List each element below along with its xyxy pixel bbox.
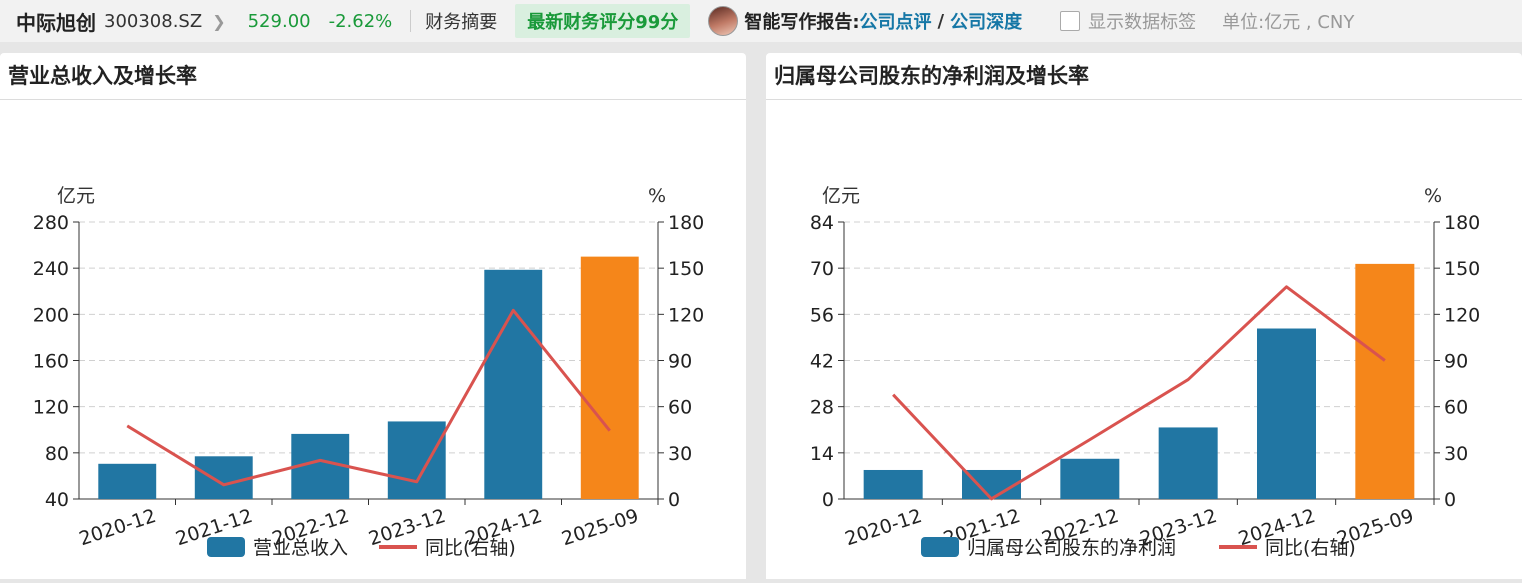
- right-axis-tick-label: 180: [668, 212, 704, 234]
- legend-bar-label: 营业总收入: [253, 537, 348, 559]
- left-axis-tick-label: 240: [33, 258, 69, 280]
- left-axis-tick-label: 80: [45, 443, 69, 465]
- right-axis-tick-label: 180: [1444, 212, 1480, 234]
- legend-line-label: 同比(右轴): [1265, 537, 1356, 559]
- bar: [484, 270, 542, 499]
- left-axis-tick-label: 42: [810, 351, 834, 373]
- left-axis-tick-label: 28: [810, 397, 834, 419]
- net-profit-chart-title: 归属母公司股东的净利润及增长率: [766, 53, 1522, 100]
- right-axis-unit: %: [1424, 185, 1442, 207]
- right-axis-unit: %: [648, 185, 666, 207]
- left-axis-tick-label: 120: [33, 397, 69, 419]
- net-profit-panel: 归属母公司股东的净利润及增长率 亿元% 0 14 28 42 56 70 84 0 30 60 90 1…: [766, 53, 1522, 579]
- right-axis-tick-label: 90: [668, 351, 692, 373]
- chevron-right-icon[interactable]: ❯: [212, 12, 225, 31]
- bar: [98, 464, 156, 499]
- right-axis-tick-label: 0: [668, 489, 680, 511]
- avatar: [708, 6, 738, 36]
- show-data-labels-label[interactable]: 显示数据标签: [1088, 8, 1196, 34]
- left-axis-tick-label: 84: [810, 212, 834, 234]
- unit-label: 单位:亿元 , CNY: [1222, 8, 1354, 34]
- ai-report-label: 智能写作报告:: [744, 8, 859, 34]
- tab-financial-summary[interactable]: 财务摘要: [425, 8, 497, 34]
- stock-code: 300308.SZ: [104, 11, 202, 32]
- x-axis-tick-label: 2020-12: [76, 505, 158, 550]
- bar: [1060, 459, 1119, 499]
- right-axis-tick-label: 0: [1444, 489, 1456, 511]
- left-axis-tick-label: 160: [33, 351, 69, 373]
- left-axis-unit: 亿元: [822, 185, 860, 207]
- show-data-labels-checkbox[interactable]: [1060, 11, 1080, 31]
- price-change: -2.62%: [329, 11, 393, 32]
- right-axis-tick-label: 150: [668, 258, 704, 280]
- bar: [388, 421, 446, 499]
- left-axis-tick-label: 70: [810, 258, 834, 280]
- left-axis-tick-label: 0: [822, 489, 834, 511]
- right-axis-tick-label: 60: [668, 397, 692, 419]
- bar: [195, 456, 253, 499]
- score-badge[interactable]: 最新财务评分99分: [515, 4, 690, 38]
- right-axis-tick-label: 30: [668, 443, 692, 465]
- link-separator: /: [938, 11, 945, 32]
- bar: [1159, 427, 1218, 499]
- right-axis-tick-label: 120: [668, 304, 704, 326]
- legend-bar-swatch: [207, 537, 245, 557]
- left-axis-unit: 亿元: [57, 185, 95, 207]
- bar: [1257, 329, 1316, 499]
- stock-name[interactable]: 中际旭创: [16, 7, 96, 36]
- left-axis-tick-label: 200: [33, 304, 69, 326]
- link-company-review[interactable]: 公司点评: [860, 8, 932, 34]
- right-axis-tick-label: 90: [1444, 351, 1468, 373]
- top-bar: 中际旭创 300308.SZ ❯ 529.00 -2.62% 财务摘要 最新财务…: [0, 0, 1522, 42]
- revenue-chart: 亿元% 40 80 120 160 200 240 280 0 30 60 90 120 150 180 20…: [0, 100, 746, 579]
- revenue-panel: 营业总收入及增长率 亿元% 40 80 120 160 200 240 280 0 30 60 90 1…: [0, 53, 746, 579]
- left-axis-tick-label: 56: [810, 304, 834, 326]
- left-axis-tick-label: 280: [33, 212, 69, 234]
- x-axis-tick-label: 2025-09: [559, 505, 641, 550]
- stock-price: 529.00: [248, 11, 311, 32]
- revenue-chart-title: 营业总收入及增长率: [0, 53, 746, 100]
- bar: [581, 257, 639, 499]
- legend-line-label: 同比(右轴): [425, 537, 516, 559]
- right-axis-tick-label: 120: [1444, 304, 1480, 326]
- bar: [962, 470, 1021, 499]
- right-axis-tick-label: 60: [1444, 397, 1468, 419]
- left-axis-tick-label: 14: [810, 443, 834, 465]
- link-company-depth[interactable]: 公司深度: [950, 8, 1022, 34]
- right-axis-tick-label: 150: [1444, 258, 1480, 280]
- bar: [864, 470, 923, 499]
- divider: [410, 10, 411, 32]
- left-axis-tick-label: 40: [45, 489, 69, 511]
- x-axis-tick-label: 2020-12: [842, 505, 924, 550]
- legend-bar-swatch: [921, 537, 959, 557]
- bar: [1355, 264, 1414, 499]
- right-axis-tick-label: 30: [1444, 443, 1468, 465]
- legend-bar-label: 归属母公司股东的净利润: [967, 537, 1176, 559]
